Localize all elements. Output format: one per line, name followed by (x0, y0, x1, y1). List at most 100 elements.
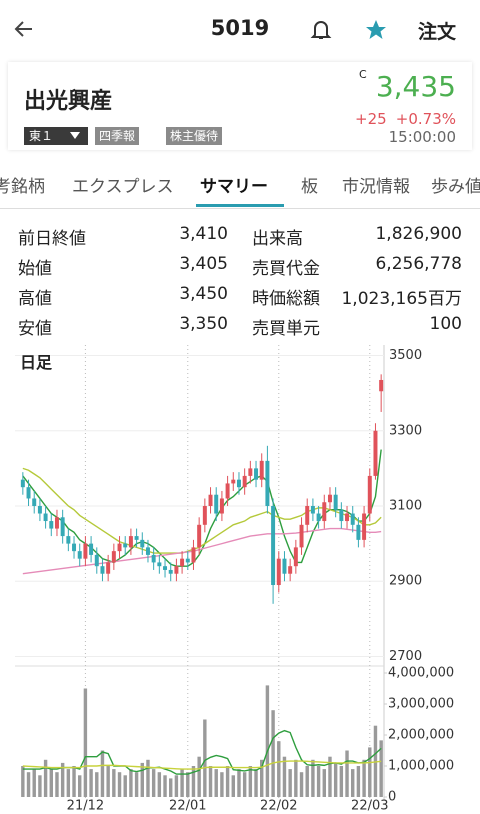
volume-bar (100, 750, 105, 797)
candle-body (43, 513, 48, 522)
volume-bar (294, 759, 298, 797)
volume-bar (117, 772, 122, 797)
candle-body (288, 566, 293, 574)
volume-bar (55, 772, 59, 797)
volume-bar (197, 756, 201, 797)
volume-bar (146, 759, 150, 797)
volume-bar (174, 775, 179, 797)
volume-bar (129, 769, 133, 797)
candle-body (367, 475, 372, 514)
volume-bar (254, 769, 258, 797)
candle-body (254, 468, 259, 480)
tag[interactable]: 株主優待 (166, 127, 223, 145)
x-tick-label: 22/03 (351, 799, 388, 814)
tab[interactable]: サマリー (200, 177, 268, 197)
volume-tick-label: 0 (388, 790, 396, 805)
candle-body (72, 543, 77, 552)
candle-body (282, 558, 287, 574)
candle-body (94, 554, 99, 567)
candle-body (134, 536, 139, 540)
candle-body (362, 513, 367, 540)
candle-body (145, 547, 150, 555)
candle-body (242, 475, 247, 488)
candle-body (322, 502, 327, 522)
price: 3,435 (375, 70, 456, 103)
volume-bar (282, 756, 287, 797)
candle-body (219, 498, 224, 514)
candle-body (208, 494, 213, 506)
candle-body (106, 562, 111, 574)
alert-button[interactable] (309, 17, 333, 43)
tab[interactable]: 歩み値 (431, 177, 480, 197)
candle-body (197, 524, 202, 548)
volume-bar (140, 762, 144, 797)
stat-label: 売買単元 (252, 319, 320, 339)
volume-bar (316, 766, 321, 797)
volume-bar (248, 766, 253, 797)
tab[interactable]: 板 (301, 177, 318, 197)
tab[interactable]: エクスプレス (72, 177, 174, 197)
candle-body (310, 506, 315, 514)
volume-bar (78, 775, 82, 797)
volume-bar (203, 719, 207, 797)
volume-bar (157, 772, 162, 797)
back-button[interactable] (12, 17, 36, 41)
divider (0, 208, 480, 209)
volume-bar (134, 772, 139, 797)
volume-bar (328, 756, 332, 797)
volume-bar (72, 766, 76, 797)
order-button[interactable]: 注文 (418, 21, 457, 43)
stat-value: 100 (429, 314, 462, 334)
candle-body (373, 430, 378, 476)
volume-average (22, 729, 382, 775)
volume-bar (214, 769, 218, 797)
tab[interactable]: 市況情報 (342, 177, 410, 197)
candle-body (140, 539, 145, 548)
tab[interactable]: 考銘柄 (0, 177, 45, 197)
candle-body (265, 460, 270, 506)
volume-bar (305, 766, 309, 797)
stat-value: 6,256,778 (375, 254, 462, 274)
volume-bar (95, 772, 99, 797)
volume-bar (225, 766, 230, 797)
candle-body (20, 479, 25, 488)
volume-bar (169, 778, 173, 797)
volume-bar (333, 762, 338, 797)
volume-bar (237, 769, 241, 797)
volume-bar (186, 772, 190, 797)
candle-body (299, 524, 304, 548)
candle-body (37, 506, 42, 514)
candle-body (339, 509, 344, 522)
candle-body (305, 506, 310, 525)
candle-body (248, 468, 253, 476)
stock-code: 5019 (210, 16, 270, 40)
volume-bar (345, 750, 349, 797)
y-tick-label: 2900 (389, 574, 422, 589)
stock-name: 出光興産 (24, 89, 113, 114)
y-tick-label: 3300 (389, 423, 422, 438)
candle-body (327, 494, 332, 503)
volume-bar (356, 766, 361, 797)
market-selector[interactable]: 東１ (24, 127, 88, 145)
tab-indicator (196, 204, 284, 207)
y-tick-label: 3500 (389, 348, 422, 363)
volume-bar (265, 685, 270, 797)
candle-body (111, 551, 116, 563)
stat-value: 3,450 (179, 284, 228, 304)
candle-body (89, 543, 94, 555)
x-tick-label: 21/12 (67, 799, 104, 814)
price-flag: C (359, 68, 367, 81)
candle-body (83, 543, 88, 559)
volume-bar (32, 769, 36, 797)
tag[interactable]: 四季報 (95, 127, 140, 145)
candle-body (191, 547, 196, 563)
candle-body (293, 547, 298, 567)
market: 東１ (29, 129, 54, 143)
volume-bar (163, 775, 167, 797)
volume-bar (242, 772, 247, 797)
candle-body (276, 558, 281, 585)
candle-body (163, 566, 168, 570)
favorite-button[interactable] (364, 18, 388, 42)
volume-bar (180, 769, 184, 797)
